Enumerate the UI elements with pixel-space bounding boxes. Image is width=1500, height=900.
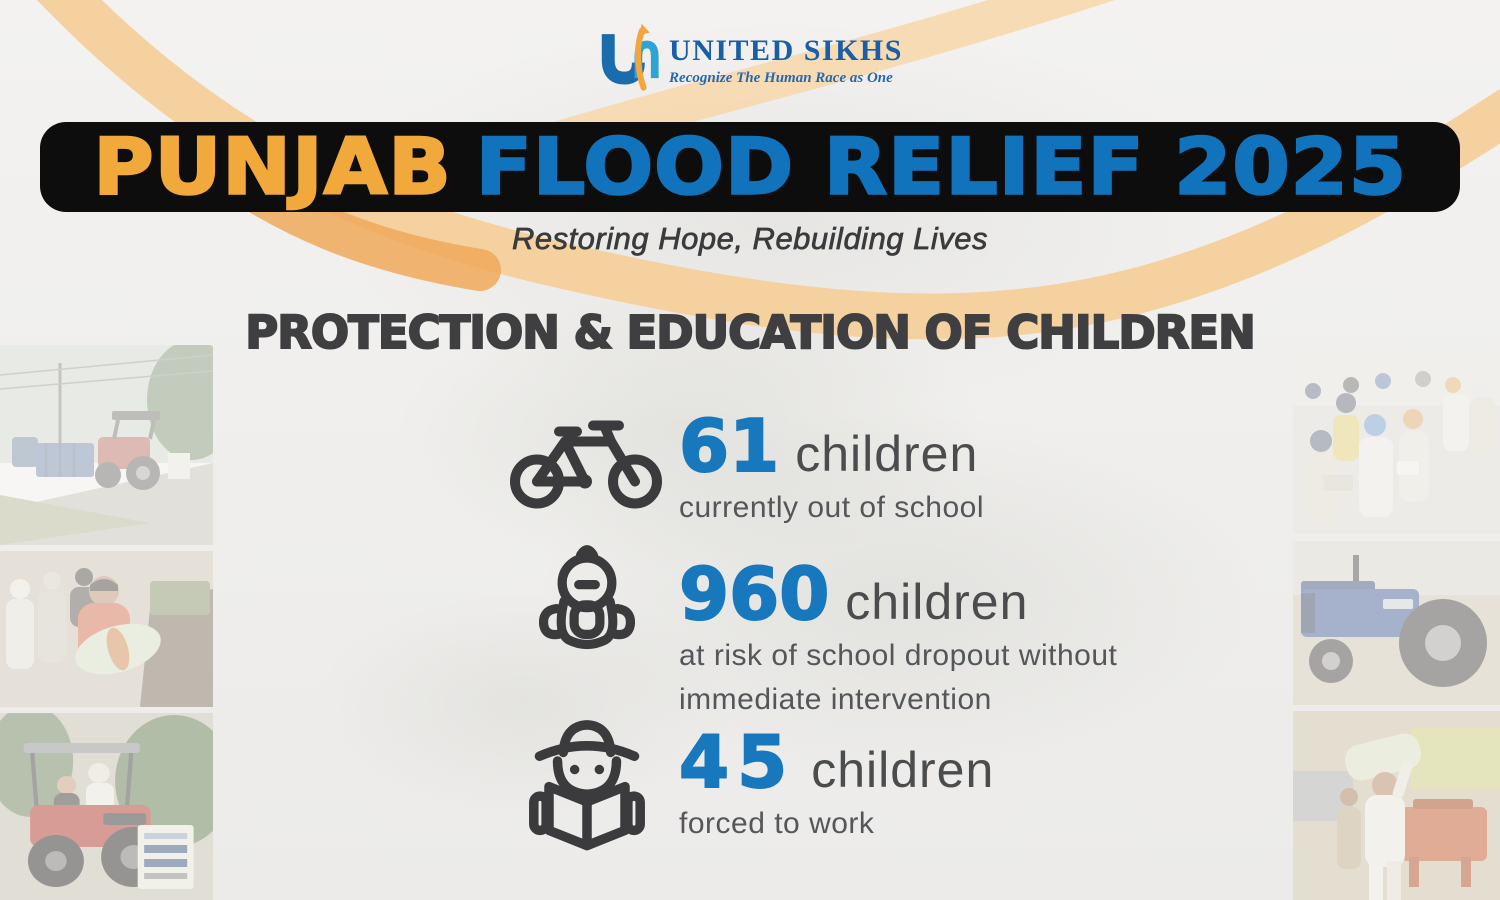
- photo-blue-tractor: [1293, 541, 1500, 705]
- volunteers-illustration: [0, 551, 213, 707]
- baby-icon: [503, 538, 671, 658]
- sack-carrier-illustration: [1293, 711, 1500, 900]
- stat-text-block: 960 children at risk of school dropout w…: [678, 538, 1117, 721]
- title-text: PUNJAB FLOOD RELIEF 2025: [92, 121, 1407, 212]
- stat-description: at risk of school dropout without immedi…: [679, 634, 1117, 721]
- stat-description: forced to work: [679, 807, 875, 840]
- stat-unit: children: [795, 426, 979, 482]
- stat-description: currently out of school: [679, 491, 984, 524]
- stat-value: 45: [678, 720, 796, 804]
- section-heading: PROTECTION & EDUCATION OF CHILDREN: [244, 305, 1256, 360]
- stat-description-line1: at risk of school dropout without: [679, 639, 1118, 672]
- title-punjab: PUNJAB: [92, 121, 452, 212]
- united-sikhs-logo: UNITED SIKHS Recognize The Human Race as…: [597, 20, 903, 100]
- stat-unit: children: [845, 574, 1029, 630]
- title-flood-relief: FLOOD RELIEF 2025: [474, 121, 1407, 212]
- united-sikhs-logo-icon: [601, 23, 659, 91]
- logo-text-block: UNITED SIKHS Recognize The Human Race as…: [669, 34, 903, 87]
- photo-man-carrying-sack: [1293, 711, 1500, 900]
- stat-description-line2: immediate intervention: [679, 682, 992, 716]
- subtitle: Restoring Hope, Rebuilding Lives: [511, 221, 989, 257]
- stat-unit: children: [811, 742, 995, 798]
- stat-value: 61: [678, 404, 780, 488]
- stat-value: 960: [678, 552, 830, 636]
- org-tagline: Recognize The Human Race as One: [669, 69, 893, 86]
- title-banner: PUNJAB FLOOD RELIEF 2025: [40, 122, 1460, 212]
- photo-tractor-convoy: [0, 345, 213, 545]
- red-tractor-illustration: [0, 713, 213, 900]
- bicycle-icon: [503, 396, 671, 514]
- community-meeting-illustration: [1293, 345, 1500, 533]
- stat-forced-to-work: 45 children forced to work: [503, 704, 994, 856]
- photo-red-tractor: [0, 713, 213, 900]
- photo-volunteers-sacks: [0, 551, 213, 707]
- stat-text-block: 61 children currently out of school: [678, 396, 984, 530]
- stat-dropout-risk: 960 children at risk of school dropout w…: [503, 538, 1117, 721]
- org-name: UNITED SIKHS: [669, 33, 903, 67]
- stat-out-of-school: 61 children currently out of school: [503, 396, 984, 530]
- blue-tractor-illustration: [1293, 541, 1500, 705]
- child-reading-icon: [503, 704, 671, 856]
- tractor-convoy-illustration: [0, 345, 213, 545]
- stat-text-block: 45 children forced to work: [678, 704, 995, 846]
- photo-community-meeting: [1293, 345, 1500, 533]
